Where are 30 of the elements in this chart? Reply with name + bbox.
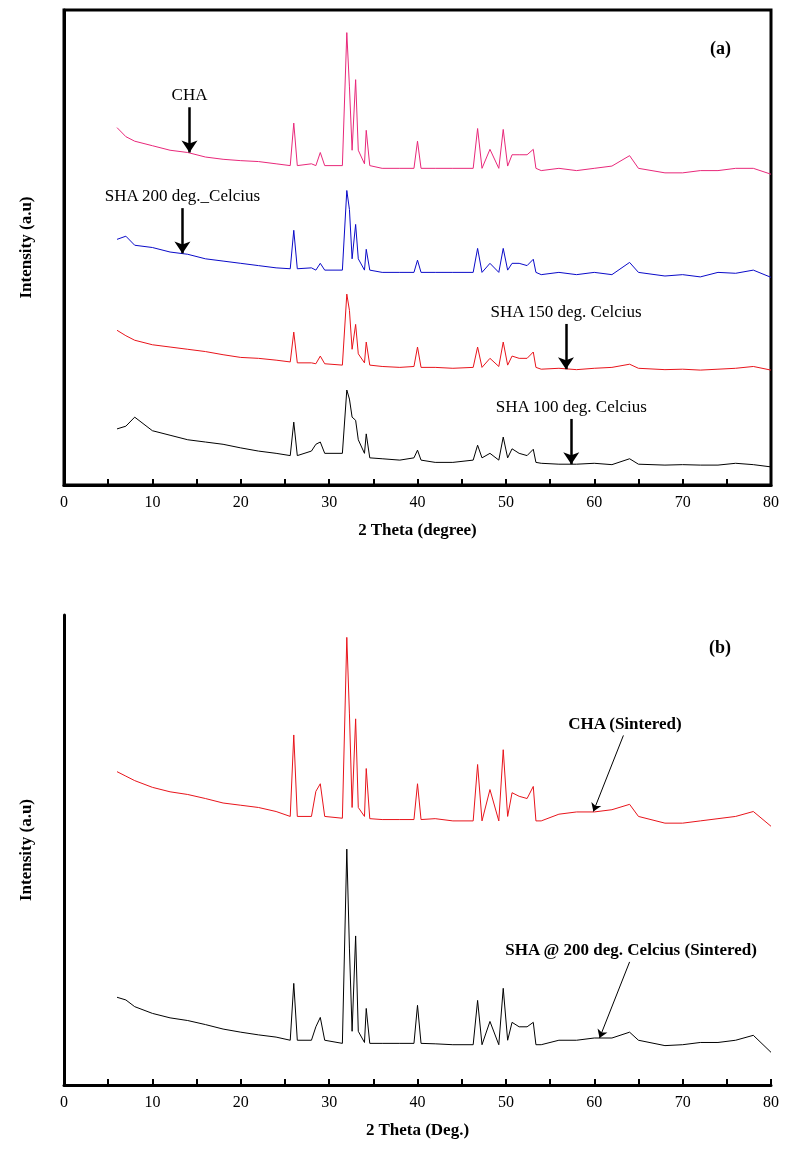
y-axis-title: Intensity (a.u) xyxy=(16,798,35,902)
annotation: SHA 200 deg._Celcius xyxy=(104,186,261,206)
x-tick-label: 0 xyxy=(60,492,68,510)
x-tick-label: 80 xyxy=(763,492,779,510)
annotation: SHA 150 deg. Celcius xyxy=(490,301,642,321)
x-tick-label: 0 xyxy=(60,1092,68,1110)
chart-title: (a) xyxy=(710,38,732,59)
x-tick-label: 70 xyxy=(674,492,691,510)
x-tick-label: 40 xyxy=(409,1092,426,1110)
annotation: CHA xyxy=(171,85,209,105)
x-tick-label: 50 xyxy=(497,1092,514,1110)
x-tick-label: 80 xyxy=(763,1092,779,1110)
annotation: SHA 100 deg. Celcius xyxy=(495,396,647,416)
x-tick-label: 40 xyxy=(409,492,426,510)
y-axis-title: Intensity (a.u) xyxy=(16,196,35,299)
x-tick-label: 50 xyxy=(497,492,514,510)
x-tick-label: 10 xyxy=(144,492,161,510)
x-tick-label: 70 xyxy=(674,1092,691,1110)
annotation: CHA (Sintered) xyxy=(568,713,682,733)
x-axis-title: 2 Theta (Deg.) xyxy=(365,1120,470,1139)
annotation: SHA @ 200 deg. Celcius (Sintered) xyxy=(505,940,757,960)
x-tick-label: 30 xyxy=(321,1092,338,1110)
x-tick-label: 20 xyxy=(232,492,249,510)
x-tick-label: 20 xyxy=(232,1092,249,1110)
x-tick-label: 60 xyxy=(586,1092,603,1110)
x-tick-label: 30 xyxy=(321,492,338,510)
chart-title: (b) xyxy=(709,637,732,658)
x-axis-title: 2 Theta (degree) xyxy=(358,520,477,539)
x-tick-label: 60 xyxy=(586,492,603,510)
x-tick-label: 10 xyxy=(144,1092,161,1110)
